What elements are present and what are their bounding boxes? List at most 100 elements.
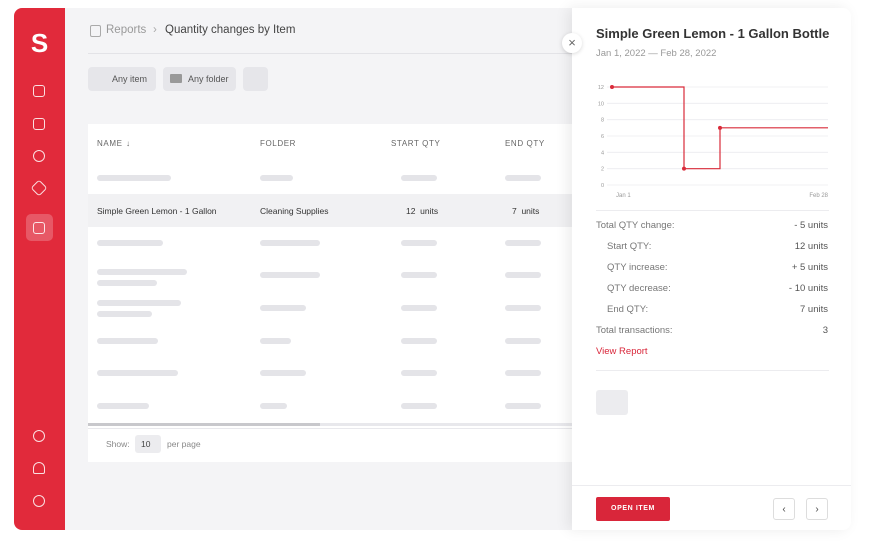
summary-label: QTY increase: [607,262,668,273]
y-tick-label: 6 [601,134,604,140]
skeleton [505,305,541,311]
skeleton [505,403,541,409]
nav-help[interactable] [33,430,45,442]
per-page-value[interactable]: 10 [141,439,151,449]
per-page-label: per page [167,439,201,449]
y-tick-label: 8 [601,118,604,124]
skeleton [505,240,541,246]
divider [596,370,829,371]
summary-value: - 5 units [794,220,828,231]
panel-title: Simple Green Lemon - 1 Gallon Bottle [596,26,830,41]
scrollbar[interactable] [88,423,320,426]
skeleton [260,272,320,278]
nav-items[interactable] [33,118,45,130]
change-point [718,125,722,130]
filter-settings[interactable] [243,67,268,91]
skeleton [97,280,157,286]
col-header[interactable]: NAME [97,139,123,148]
y-tick-label: 12 [598,85,604,91]
skeleton [260,370,306,376]
skeleton [505,370,541,376]
divider [88,53,572,54]
skeleton [401,175,437,181]
summary-value: 12 units [794,241,828,252]
skeleton [97,269,187,275]
y-tick-label: 10 [598,101,604,107]
skeleton [97,240,163,246]
skeleton [97,311,152,317]
summary-label: Total transactions: [596,325,673,336]
show-label: Show: [106,439,130,449]
nav-dashboard[interactable] [33,85,45,97]
col-header[interactable]: START QTY [391,139,441,148]
x-tick-label: Jan 1 [616,193,631,199]
skeleton [97,300,181,306]
skeleton [260,240,320,246]
next-button[interactable]: › [806,498,828,520]
qty-chart: 0 2 4 6 8 10 12 Jan 1 Feb 28 [598,85,829,199]
change-point [682,166,686,171]
y-tick-label: 0 [601,183,604,189]
col-header[interactable]: FOLDER [260,139,297,148]
col-header[interactable]: END QTY [505,139,545,148]
nav-search[interactable] [33,150,45,162]
detail-panel [572,8,851,530]
cell-start-qty: 12 units [406,206,439,216]
summary-label: QTY decrease: [607,283,671,294]
skeleton-thumb [596,390,628,415]
nav-tags[interactable] [30,179,48,197]
close-button[interactable]: × [562,33,582,53]
skeleton [401,305,437,311]
change-point [610,85,614,89]
skeleton [401,272,437,278]
cell-name: Simple Green Lemon - 1 Gallon [97,206,217,216]
skeleton [505,272,541,278]
selected-row[interactable] [88,194,572,227]
skeleton [505,338,541,344]
skeleton [97,338,158,344]
skeleton [260,338,291,344]
summary-label: End QTY: [607,304,649,315]
nav-reports[interactable] [33,222,45,234]
x-tick-label: Feb 28 [809,193,828,199]
date-range: Jan 1, 2022 — Feb 28, 2022 [596,48,717,59]
table-footer [88,428,572,462]
folder-icon [170,74,182,83]
summary-label: Start QTY: [607,241,652,252]
y-tick-label: 4 [601,150,604,156]
summary-value: 3 [822,325,828,336]
skeleton [260,305,306,311]
summary-value: + 5 units [791,262,828,273]
prev-button[interactable]: ‹ [773,498,795,520]
skeleton [401,370,437,376]
open-item-button[interactable]: OPEN ITEM [596,497,670,521]
cell-folder: Cleaning Supplies [260,206,329,216]
view-report-link[interactable]: View Report [596,346,648,357]
summary-value: - 10 units [788,283,828,294]
summary-label: Total QTY change: [596,220,675,231]
nav-settings[interactable] [33,495,45,507]
nav-notifications[interactable] [33,462,45,474]
sort-arrow[interactable]: ↓ [126,139,131,148]
skeleton [260,403,287,409]
breadcrumb-parent[interactable]: Reports [106,24,147,36]
divider [596,210,829,211]
skeleton [97,370,178,376]
skeleton [401,240,437,246]
y-tick-label: 2 [601,167,604,173]
logo[interactable]: S [30,28,49,58]
qty-line [612,86,828,170]
breadcrumb-current: Quantity changes by Item [165,24,296,36]
per-page-select[interactable] [135,435,161,453]
reports-icon [90,25,101,37]
filter-item[interactable]: Any item [88,67,156,91]
scroll-track [320,423,572,426]
breadcrumb-separator: › [153,24,157,36]
skeleton [401,338,437,344]
divider [572,485,851,486]
cell-end-qty: 7 units [512,206,540,216]
skeleton [505,175,541,181]
nav-active-bg [26,214,53,241]
sidebar: S [14,8,65,530]
skeleton [401,403,437,409]
